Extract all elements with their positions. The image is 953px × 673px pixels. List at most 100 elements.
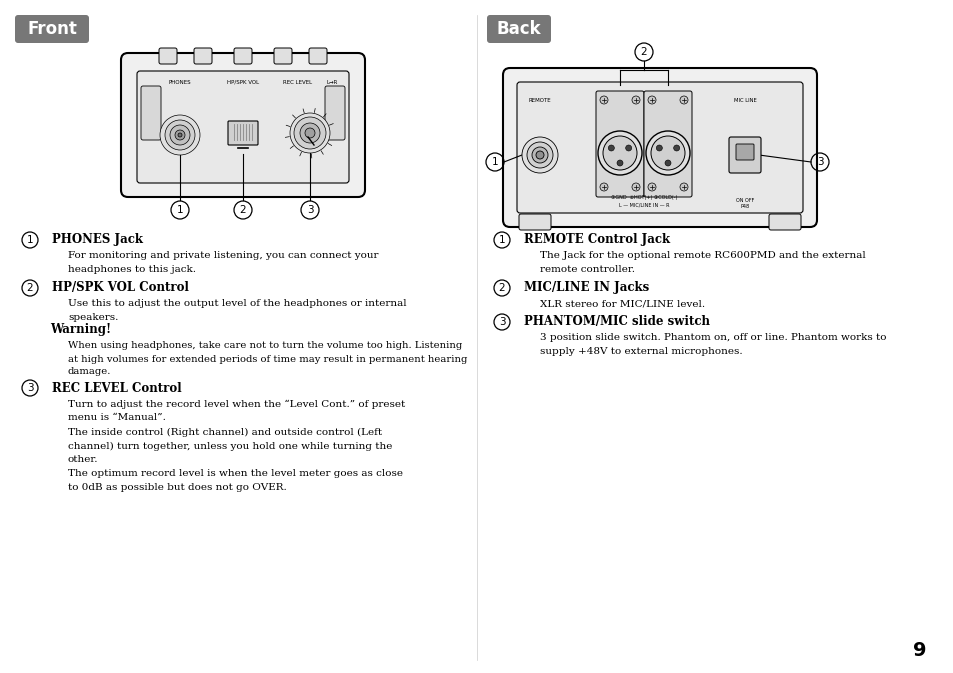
Circle shape bbox=[631, 183, 639, 191]
Text: 2: 2 bbox=[239, 205, 246, 215]
Text: PHANTOM/MIC slide switch: PHANTOM/MIC slide switch bbox=[523, 316, 709, 328]
Circle shape bbox=[647, 96, 656, 104]
FancyBboxPatch shape bbox=[768, 214, 801, 230]
Text: HP/SPK VOL Control: HP/SPK VOL Control bbox=[52, 281, 189, 295]
FancyBboxPatch shape bbox=[502, 68, 816, 227]
Circle shape bbox=[645, 131, 689, 175]
Text: other.: other. bbox=[68, 456, 98, 464]
Text: HP/SPK VOL: HP/SPK VOL bbox=[227, 79, 259, 85]
FancyBboxPatch shape bbox=[159, 48, 177, 64]
Circle shape bbox=[174, 130, 185, 140]
Circle shape bbox=[617, 160, 622, 166]
Circle shape bbox=[170, 125, 190, 145]
Circle shape bbox=[599, 183, 607, 191]
FancyBboxPatch shape bbox=[141, 86, 161, 140]
Text: 2: 2 bbox=[640, 47, 647, 57]
Text: REMOTE: REMOTE bbox=[528, 98, 551, 102]
Text: 3: 3 bbox=[306, 205, 313, 215]
Text: Front: Front bbox=[27, 20, 77, 38]
Text: channel) turn together, unless you hold one while turning the: channel) turn together, unless you hold … bbox=[68, 441, 392, 450]
Text: 2: 2 bbox=[498, 283, 505, 293]
Text: ①GND  ②HOT(+) ③COLD(-): ①GND ②HOT(+) ③COLD(-) bbox=[610, 194, 677, 199]
Circle shape bbox=[290, 113, 330, 153]
Circle shape bbox=[664, 160, 670, 166]
Circle shape bbox=[656, 145, 661, 151]
FancyBboxPatch shape bbox=[274, 48, 292, 64]
Text: headphones to this jack.: headphones to this jack. bbox=[68, 266, 195, 275]
FancyBboxPatch shape bbox=[15, 15, 89, 43]
Circle shape bbox=[294, 117, 326, 149]
Text: MIC LINE: MIC LINE bbox=[733, 98, 756, 102]
Circle shape bbox=[160, 115, 200, 155]
Text: 9: 9 bbox=[912, 641, 925, 660]
Text: When using headphones, take care not to turn the volume too high. Listening: When using headphones, take care not to … bbox=[68, 341, 462, 351]
Text: menu is “Manual”.: menu is “Manual”. bbox=[68, 413, 166, 423]
Circle shape bbox=[599, 96, 607, 104]
Text: Use this to adjust the output level of the headphones or internal: Use this to adjust the output level of t… bbox=[68, 299, 406, 308]
Circle shape bbox=[602, 136, 637, 170]
FancyBboxPatch shape bbox=[193, 48, 212, 64]
FancyBboxPatch shape bbox=[517, 82, 802, 213]
Circle shape bbox=[673, 145, 679, 151]
Text: The optimum record level is when the level meter goes as close: The optimum record level is when the lev… bbox=[68, 470, 402, 479]
Text: REMOTE Control Jack: REMOTE Control Jack bbox=[523, 234, 669, 246]
Text: P48: P48 bbox=[740, 205, 749, 209]
FancyBboxPatch shape bbox=[233, 48, 252, 64]
Circle shape bbox=[625, 145, 631, 151]
Circle shape bbox=[650, 136, 684, 170]
FancyBboxPatch shape bbox=[518, 214, 551, 230]
Circle shape bbox=[598, 131, 641, 175]
FancyBboxPatch shape bbox=[596, 91, 643, 197]
Text: 3: 3 bbox=[816, 157, 822, 167]
FancyBboxPatch shape bbox=[486, 15, 551, 43]
FancyBboxPatch shape bbox=[137, 71, 349, 183]
Text: L→R: L→R bbox=[326, 79, 337, 85]
Text: remote controller.: remote controller. bbox=[539, 266, 635, 275]
Text: to 0dB as possible but does not go OVER.: to 0dB as possible but does not go OVER. bbox=[68, 483, 287, 493]
FancyBboxPatch shape bbox=[735, 144, 753, 160]
Circle shape bbox=[521, 137, 558, 173]
Circle shape bbox=[178, 133, 182, 137]
Text: The inside control (Right channel) and outside control (Left: The inside control (Right channel) and o… bbox=[68, 427, 382, 437]
Circle shape bbox=[299, 123, 319, 143]
FancyBboxPatch shape bbox=[121, 53, 365, 197]
Text: L — MIC/LINE IN — R: L — MIC/LINE IN — R bbox=[618, 203, 669, 207]
Circle shape bbox=[526, 142, 553, 168]
FancyBboxPatch shape bbox=[228, 121, 257, 145]
Text: 3: 3 bbox=[27, 383, 33, 393]
Circle shape bbox=[532, 147, 547, 163]
Text: 3: 3 bbox=[498, 317, 505, 327]
Text: damage.: damage. bbox=[68, 367, 112, 376]
Text: 1: 1 bbox=[176, 205, 183, 215]
Text: 2: 2 bbox=[27, 283, 33, 293]
Text: PHONES: PHONES bbox=[169, 79, 192, 85]
Text: at high volumes for extended periods of time may result in permanent hearing: at high volumes for extended periods of … bbox=[68, 355, 467, 363]
Text: 1: 1 bbox=[491, 157, 497, 167]
Text: XLR stereo for MIC/LINE level.: XLR stereo for MIC/LINE level. bbox=[539, 299, 704, 308]
Text: 3 position slide switch. Phantom on, off or line. Phantom works to: 3 position slide switch. Phantom on, off… bbox=[539, 334, 885, 343]
Text: 1: 1 bbox=[27, 235, 33, 245]
Circle shape bbox=[679, 183, 687, 191]
Text: PHONES Jack: PHONES Jack bbox=[52, 234, 143, 246]
Text: MIC/LINE IN Jacks: MIC/LINE IN Jacks bbox=[523, 281, 649, 295]
Text: For monitoring and private listening, you can connect your: For monitoring and private listening, yo… bbox=[68, 252, 378, 260]
Circle shape bbox=[536, 151, 543, 159]
Text: ON OFF: ON OFF bbox=[735, 197, 753, 203]
Text: The Jack for the optional remote RC600PMD and the external: The Jack for the optional remote RC600PM… bbox=[539, 252, 864, 260]
Circle shape bbox=[647, 183, 656, 191]
Text: REC LEVEL: REC LEVEL bbox=[283, 79, 313, 85]
FancyBboxPatch shape bbox=[643, 91, 691, 197]
Text: supply +48V to external microphones.: supply +48V to external microphones. bbox=[539, 347, 741, 357]
Circle shape bbox=[631, 96, 639, 104]
FancyBboxPatch shape bbox=[325, 86, 345, 140]
FancyBboxPatch shape bbox=[309, 48, 327, 64]
Circle shape bbox=[165, 120, 194, 150]
Circle shape bbox=[608, 145, 614, 151]
FancyBboxPatch shape bbox=[728, 137, 760, 173]
Text: 1: 1 bbox=[498, 235, 505, 245]
Text: Back: Back bbox=[497, 20, 540, 38]
Text: Turn to adjust the record level when the “Level Cont.” of preset: Turn to adjust the record level when the… bbox=[68, 399, 405, 409]
Text: Warning!: Warning! bbox=[50, 324, 111, 336]
Circle shape bbox=[305, 128, 314, 138]
Text: REC LEVEL Control: REC LEVEL Control bbox=[52, 382, 181, 394]
